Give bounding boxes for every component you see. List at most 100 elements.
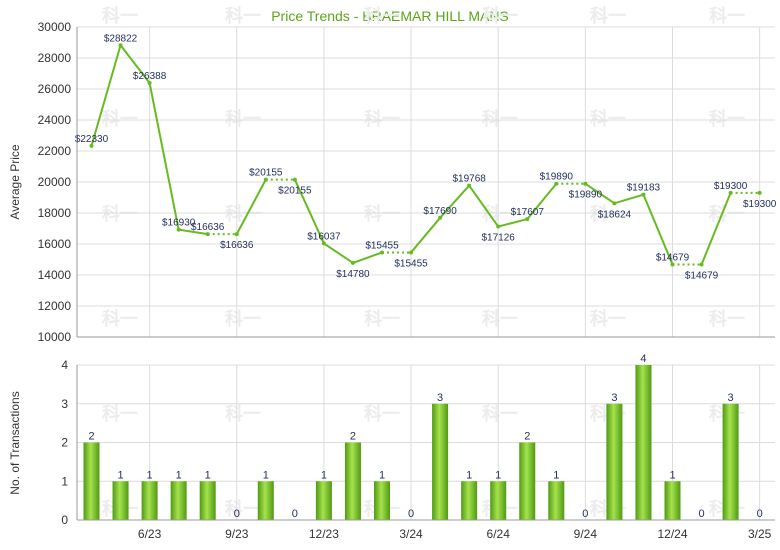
price-point (641, 192, 646, 197)
price-point (496, 224, 501, 229)
transaction-bar (257, 481, 274, 520)
transactions-tick-label: 3 (61, 397, 68, 411)
price-point (409, 250, 414, 255)
watermark-text: 科一 (709, 308, 745, 330)
watermark-text: 科一 (590, 203, 626, 225)
transaction-count-label: 1 (553, 469, 559, 481)
watermark-text: 科一 (102, 308, 138, 330)
price-line-segment (148, 82, 180, 230)
price-data-label: $15455 (394, 258, 428, 269)
transaction-count-label: 1 (321, 469, 327, 481)
watermark-text: 科一 (482, 403, 518, 425)
transaction-bars (83, 365, 739, 520)
chart-title: Price Trends - BRAEMAR HILL MANS (271, 8, 509, 24)
transaction-bar (722, 403, 739, 520)
transaction-count-label: 1 (117, 469, 123, 481)
x-tick-label: 9/23 (225, 527, 249, 541)
transaction-count-label: 0 (757, 508, 763, 520)
transaction-bar (461, 481, 478, 520)
transaction-bar (199, 481, 216, 520)
transaction-bar (112, 481, 129, 520)
price-data-label: $17607 (511, 207, 545, 218)
price-data-label: $14679 (656, 252, 690, 263)
watermark-text: 科一 (225, 108, 261, 130)
watermark-text: 科一 (102, 403, 138, 425)
transaction-bar (664, 481, 681, 520)
price-line-segment (178, 228, 208, 236)
transaction-count-label: 3 (611, 392, 617, 404)
watermark-text: 科一 (364, 203, 400, 225)
transaction-bar (344, 442, 361, 520)
price-point (438, 215, 443, 220)
price-line-segment (614, 193, 644, 205)
price-line (89, 43, 762, 267)
x-tick-label: 12/23 (309, 527, 339, 541)
price-point (380, 250, 384, 255)
price-point (554, 181, 559, 186)
price-line-segment (119, 44, 151, 84)
watermark-text: 科一 (225, 5, 261, 27)
x-tick-label: 12/24 (657, 527, 687, 541)
price-line-segment (700, 192, 732, 265)
price-line-segment (642, 194, 674, 265)
price-data-label: $16037 (307, 231, 341, 242)
x-tick-label: 6/24 (487, 527, 511, 541)
watermark-text: 科一 (225, 403, 261, 425)
transaction-count-label: 0 (292, 508, 298, 520)
transaction-bar (432, 403, 449, 520)
transaction-count-label: 4 (640, 353, 646, 365)
price-tick-label: 12000 (38, 299, 72, 313)
watermark-text: 科一 (590, 108, 626, 130)
price-point (176, 227, 181, 232)
watermark-text: 科一 (364, 403, 400, 425)
transaction-count-label: 1 (205, 469, 211, 481)
price-axis-title: Average Price (8, 144, 22, 219)
price-data-label: $19768 (452, 174, 486, 185)
watermark-text: 科一 (482, 308, 518, 330)
price-point (525, 217, 530, 222)
transaction-bar (374, 481, 390, 520)
price-tick-label: 14000 (38, 268, 72, 282)
price-point (147, 80, 152, 85)
price-point (699, 262, 704, 267)
price-data-label: $16636 (220, 240, 254, 251)
transaction-count-label: 0 (698, 508, 704, 520)
x-tick-label: 3/25 (748, 527, 772, 541)
transaction-count-label: 1 (176, 469, 182, 481)
watermark-text: 科一 (709, 5, 745, 27)
transactions-tick-label: 1 (61, 474, 68, 488)
price-data-label: $19890 (569, 190, 603, 201)
watermark-text: 科一 (364, 5, 400, 27)
price-tick-label: 20000 (38, 175, 72, 189)
watermark-text: 科一 (102, 108, 138, 130)
x-tick-label: 3/24 (399, 527, 423, 541)
price-line-segment (323, 242, 354, 264)
price-data-label: $28822 (104, 33, 138, 44)
price-panel-grid: 10000 12000 14000 16000 18000 20000 22000 24000… (38, 20, 775, 344)
price-point (467, 183, 472, 188)
price-data-label: $19300 (743, 199, 777, 210)
price-point (234, 232, 239, 237)
watermark-text: 科一 (364, 108, 400, 130)
transaction-count-label: 1 (495, 469, 501, 481)
transaction-bar (548, 481, 565, 520)
x-tick-label: 6/23 (138, 527, 162, 541)
watermark-text: 科一 (102, 203, 138, 225)
x-tick-label: 9/24 (574, 527, 598, 541)
transaction-count-label: 1 (263, 469, 269, 481)
data-labels: 2 1 1 1 1 0 1 0 1 2 1 0 3 1 1 2 1 0 3 4 1 0 3 0 $22330 $28822 $263… (75, 33, 777, 520)
price-data-label: $17126 (482, 233, 516, 244)
price-data-label: $15455 (365, 240, 399, 251)
price-point (89, 143, 94, 148)
transaction-count-label: 2 (350, 431, 356, 443)
price-point (205, 232, 210, 237)
price-line-segment (293, 179, 325, 244)
price-data-label: $19183 (627, 183, 661, 194)
watermark-text: 科一 (590, 5, 626, 27)
watermark-text: 科一 (102, 5, 138, 27)
price-line-segment (90, 44, 122, 147)
transaction-count-label: 3 (437, 392, 443, 404)
price-tick-label: 22000 (38, 144, 72, 158)
